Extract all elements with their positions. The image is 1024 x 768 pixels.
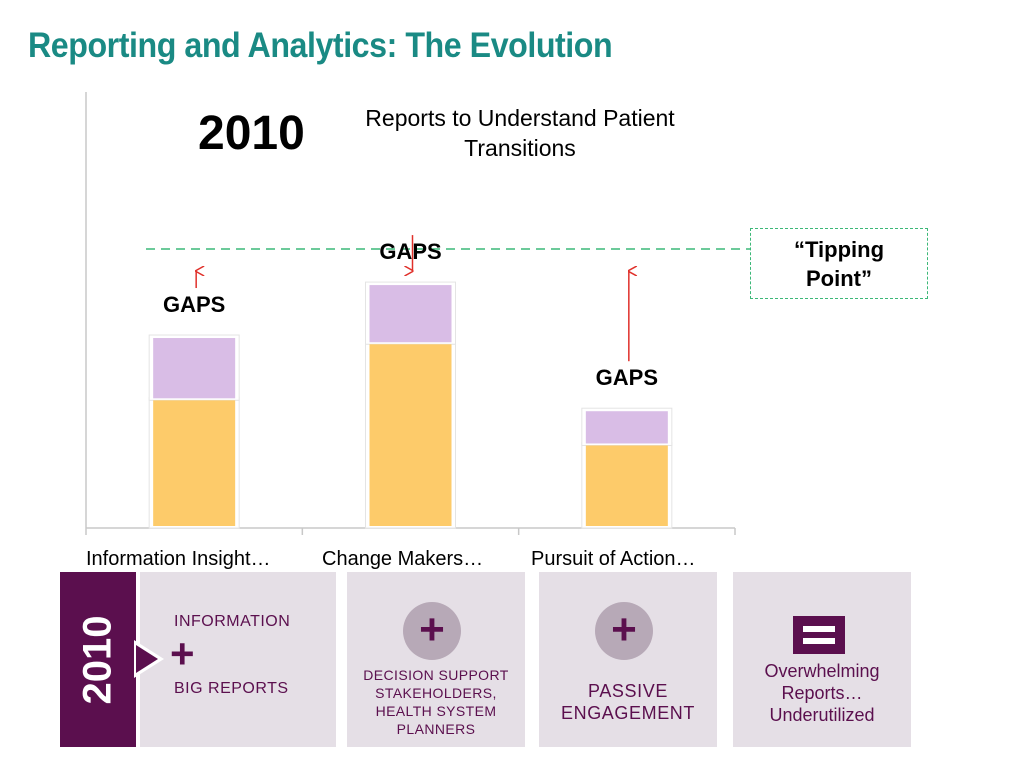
plus-circle-icon: + <box>595 602 653 660</box>
bar-segment-gap <box>369 285 452 343</box>
tipping-point-label: “Tipping Point” <box>793 236 885 291</box>
stacked-bar-chart: GAPS GAPS GAPS <box>85 92 750 535</box>
overwhelming-text: Overwhelming Reports… Underutilized <box>764 661 880 725</box>
information-label: INFORMATION <box>174 613 291 630</box>
banner-panel-overwhelming: Overwhelming Reports… Underutilized <box>733 572 911 747</box>
category-label-1: Change Makers… <box>322 548 484 570</box>
banner-panel-passive-engagement: + PASSIVE ENGAGEMENT <box>539 572 717 747</box>
slide-title: Reporting and Analytics: The Evolution <box>28 26 613 65</box>
big-reports-label: BIG REPORTS <box>174 680 289 697</box>
plus-icon: + <box>170 630 195 677</box>
banner-year-label: 2010 <box>75 615 120 704</box>
pointer-arrow-inner <box>136 645 158 673</box>
banner-panel-information: INFORMATION + BIG REPORTS <box>140 572 336 747</box>
gaps-label: GAPS <box>163 292 225 317</box>
bar-segment-gap <box>585 411 668 444</box>
passive-engagement-text: PASSIVE ENGAGEMENT <box>560 681 695 723</box>
bar-segment-gap <box>153 338 236 399</box>
banner-panel-decision-support: + DECISION SUPPORT STAKEHOLDERS, HEALTH … <box>347 572 525 747</box>
banner-year-block: 2010 <box>60 572 136 747</box>
tipping-point-box: “Tipping Point” <box>750 228 928 299</box>
bar-segment-base <box>585 445 668 526</box>
gaps-label: GAPS <box>379 239 441 264</box>
plus-circle-icon: + <box>403 602 461 660</box>
category-label-0: Information Insight… <box>86 548 271 570</box>
chart-subtitle: Reports to Understand Patient Transition… <box>365 105 675 161</box>
bar-segment-base <box>369 344 452 526</box>
bar-segment-base <box>153 400 236 526</box>
decision-support-text: DECISION SUPPORT STAKEHOLDERS, HEALTH SY… <box>363 667 509 737</box>
gaps-label: GAPS <box>596 365 658 390</box>
chart-year-label: 2010 <box>198 107 305 160</box>
equals-icon <box>793 616 845 654</box>
category-label-2: Pursuit of Action… <box>531 548 696 570</box>
